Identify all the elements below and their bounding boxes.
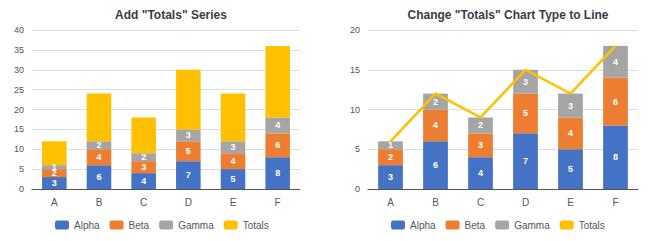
svg-text:30: 30 <box>14 65 24 75</box>
svg-text:B: B <box>432 197 439 208</box>
svg-text:15: 15 <box>14 124 24 134</box>
svg-text:4: 4 <box>141 176 146 186</box>
svg-text:3: 3 <box>388 172 393 182</box>
svg-text:A: A <box>51 197 58 208</box>
svg-text:3: 3 <box>141 162 146 172</box>
svg-text:4: 4 <box>96 152 101 162</box>
svg-text:5: 5 <box>523 108 528 118</box>
svg-text:5: 5 <box>568 164 573 174</box>
svg-text:3: 3 <box>478 140 483 150</box>
svg-text:10: 10 <box>350 105 360 115</box>
svg-text:F: F <box>612 197 618 208</box>
svg-text:6: 6 <box>433 160 438 170</box>
svg-text:8: 8 <box>275 168 280 178</box>
svg-text:E: E <box>567 197 574 208</box>
svg-text:Add "Totals" Series: Add "Totals" Series <box>115 8 227 22</box>
svg-text:2: 2 <box>478 120 483 130</box>
svg-text:Gamma: Gamma <box>178 220 214 231</box>
svg-text:5: 5 <box>355 144 360 154</box>
svg-text:C: C <box>477 197 484 208</box>
svg-text:2: 2 <box>388 152 393 162</box>
svg-text:4: 4 <box>478 168 483 178</box>
svg-text:Beta: Beta <box>465 220 486 231</box>
svg-text:E: E <box>230 197 237 208</box>
svg-text:2: 2 <box>433 97 438 107</box>
svg-text:2: 2 <box>141 152 146 162</box>
svg-text:A: A <box>387 197 394 208</box>
svg-text:0: 0 <box>19 184 24 194</box>
svg-text:Change "Totals" Chart Type to: Change "Totals" Chart Type to Line <box>408 8 609 22</box>
svg-text:D: D <box>522 197 529 208</box>
svg-text:4: 4 <box>568 128 573 138</box>
svg-text:3: 3 <box>523 77 528 87</box>
svg-text:Beta: Beta <box>129 220 150 231</box>
svg-text:3: 3 <box>52 178 57 188</box>
svg-text:Alpha: Alpha <box>410 220 436 231</box>
svg-text:1: 1 <box>52 162 57 172</box>
svg-text:0: 0 <box>355 184 360 194</box>
svg-text:6: 6 <box>275 140 280 150</box>
svg-text:2: 2 <box>96 140 101 150</box>
svg-text:3: 3 <box>186 130 191 140</box>
svg-text:1: 1 <box>388 140 393 150</box>
svg-text:3: 3 <box>230 142 235 152</box>
svg-text:Totals: Totals <box>579 220 605 231</box>
svg-text:40: 40 <box>14 25 24 35</box>
svg-text:D: D <box>185 197 192 208</box>
svg-text:2: 2 <box>51 168 57 179</box>
svg-text:7: 7 <box>186 170 191 180</box>
svg-text:5: 5 <box>19 164 24 174</box>
svg-text:C: C <box>140 197 147 208</box>
svg-text:8: 8 <box>613 152 618 162</box>
svg-text:F: F <box>275 197 281 208</box>
svg-text:3: 3 <box>568 101 573 111</box>
svg-text:6: 6 <box>96 172 101 182</box>
svg-text:15: 15 <box>350 65 360 75</box>
svg-text:20: 20 <box>14 105 24 115</box>
svg-text:25: 25 <box>14 85 24 95</box>
svg-text:7: 7 <box>523 156 528 166</box>
svg-text:B: B <box>96 197 103 208</box>
svg-text:5: 5 <box>230 174 235 184</box>
svg-text:5: 5 <box>186 146 191 156</box>
svg-text:20: 20 <box>350 25 360 35</box>
svg-text:Alpha: Alpha <box>74 220 100 231</box>
svg-text:Totals: Totals <box>243 220 269 231</box>
svg-text:4: 4 <box>613 57 618 67</box>
svg-text:35: 35 <box>14 45 24 55</box>
svg-text:4: 4 <box>275 120 280 130</box>
svg-text:4: 4 <box>230 156 235 166</box>
svg-text:4: 4 <box>433 120 438 130</box>
svg-text:6: 6 <box>613 97 618 107</box>
svg-text:Gamma: Gamma <box>514 220 550 231</box>
svg-text:10: 10 <box>14 144 24 154</box>
